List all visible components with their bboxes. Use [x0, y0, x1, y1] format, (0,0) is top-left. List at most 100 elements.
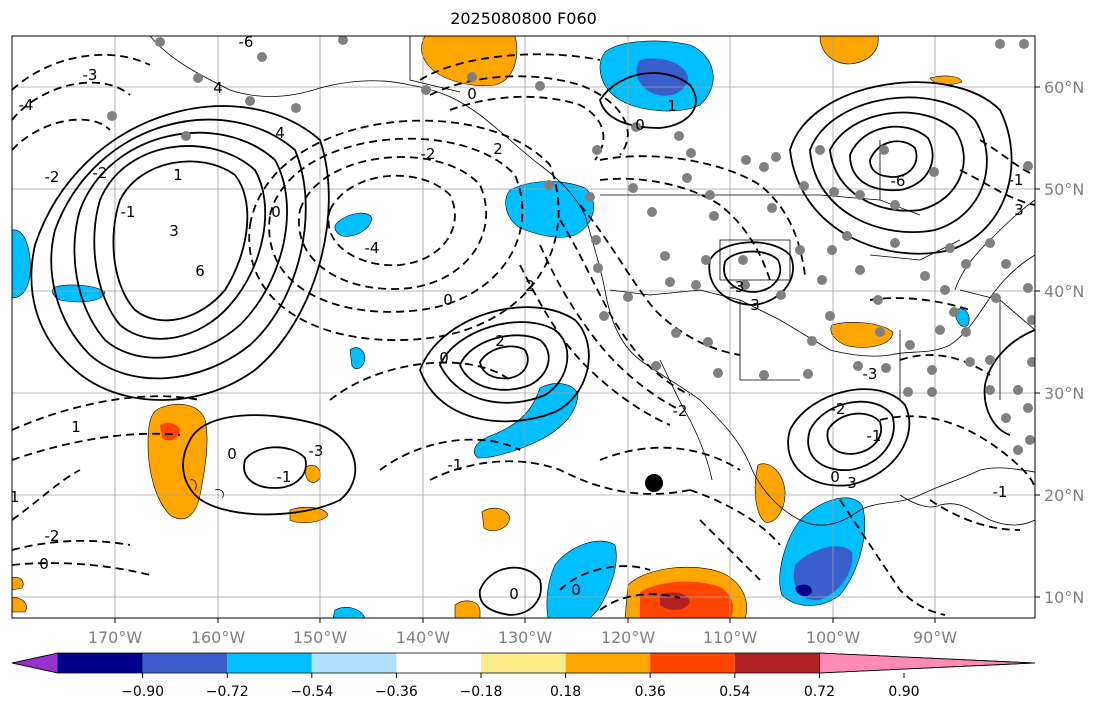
shade-navy-region	[795, 584, 812, 597]
contour-label: 1	[71, 418, 81, 436]
lon-label: 110°W	[703, 628, 758, 647]
contour-label: -3	[863, 365, 878, 383]
shade-blue-region	[334, 212, 373, 237]
lon-label: 160°W	[191, 628, 246, 647]
colorbar-extend-low	[11, 652, 59, 674]
graticule	[12, 36, 1035, 618]
colorbar-segment	[396, 653, 481, 673]
colorbar-frame	[11, 652, 1036, 674]
contour-label: 4	[275, 124, 285, 142]
shade-blue-region	[349, 347, 366, 370]
lat-label: 50°N	[1044, 180, 1084, 199]
contour-label: -1	[448, 456, 463, 474]
contour-label: 0	[467, 85, 477, 103]
lon-label: 130°W	[498, 628, 553, 647]
colorbar-tick-label: 0.54	[719, 684, 750, 700]
colorbar	[11, 652, 1036, 678]
colorbar-tick-label: −0.90	[121, 684, 164, 700]
colorbar-segment	[565, 653, 651, 673]
axis-ticks	[114, 86, 1040, 623]
contour-label: 0	[439, 349, 449, 367]
shade-blue-region	[474, 383, 579, 459]
contour-label: -1	[5, 488, 20, 506]
shade-orange-region	[454, 600, 481, 618]
colorbar-tick-label: 0.36	[635, 684, 666, 700]
contour-label: 3	[847, 474, 857, 492]
contour-label: 0	[830, 468, 840, 486]
chart-title: 2025080800 F060	[450, 9, 597, 28]
lat-label: 60°N	[1044, 78, 1084, 97]
lat-label: 30°N	[1044, 384, 1084, 403]
contour-label: -6	[891, 172, 906, 190]
contour-label: 0	[443, 291, 453, 309]
shade-orange-region	[819, 36, 879, 65]
contour-label: 0	[39, 555, 49, 573]
contour-label: 3	[1014, 201, 1024, 219]
colorbar-segment	[734, 653, 820, 673]
contour-label: -2	[673, 402, 688, 420]
lon-label: 140°W	[396, 628, 451, 647]
colorbar-tick-label: −0.36	[375, 684, 418, 700]
contour-label: 3	[169, 222, 179, 240]
contour-lines-dashed	[12, 53, 1035, 616]
contour-label: -1	[277, 468, 292, 486]
contour-label: -2	[45, 168, 60, 186]
contour-label: -3	[83, 66, 98, 84]
lon-label: 120°W	[601, 628, 656, 647]
contour-label: 0	[227, 445, 237, 463]
shade-blue-region	[12, 229, 31, 299]
colorbar-extend-high	[819, 652, 1036, 674]
contour-label: -2	[421, 145, 436, 163]
contour-label: 0	[271, 203, 281, 221]
contour-label: -3	[309, 442, 324, 460]
contour-label: 2	[493, 140, 503, 158]
lat-label: 10°N	[1044, 588, 1084, 607]
contour-label: 1	[173, 166, 183, 184]
contour-label: -4	[365, 239, 380, 257]
lat-label: 40°N	[1044, 282, 1084, 301]
contour-label: -2	[45, 527, 60, 545]
contour-label: -2	[93, 164, 108, 182]
lon-label: 100°W	[806, 628, 861, 647]
contour-label: 0	[571, 581, 581, 599]
shade-blue-region	[505, 181, 594, 238]
contour-label: -2	[831, 400, 846, 418]
lon-label: 150°W	[293, 628, 348, 647]
shade-red-region	[160, 422, 180, 441]
contour-label: 0	[635, 116, 645, 134]
colorbar-segment	[142, 653, 228, 673]
colorbar-segment	[650, 653, 735, 673]
colorbar-tick-label: 0.90	[888, 684, 919, 700]
colorbar-tick-label: −0.54	[290, 684, 333, 700]
contour-label: 2	[525, 277, 535, 295]
shade-darkblue-region	[636, 58, 688, 96]
colorbar-segment	[311, 653, 397, 673]
contour-label: 0	[509, 585, 519, 603]
contour-labels: -6 -4 4 -3 -2 -2 -1 1 3 6 4 0 -4 -2 0 2 2 0 -1 -2 -1 -2 0 1 2 1 0 -…	[5, 33, 1024, 603]
contour-label: -1	[121, 203, 136, 221]
shade-orange-region	[754, 463, 786, 523]
contour-label: 4	[213, 79, 223, 97]
colorbar-tick-label: −0.72	[206, 684, 249, 700]
colorbar-segment	[58, 653, 143, 673]
contour-label: -6	[239, 33, 254, 51]
map-frame	[11, 35, 1036, 619]
colorbar-tick-label: 0.18	[550, 684, 581, 700]
contour-label: -4	[19, 96, 34, 114]
station-markers	[107, 36, 1035, 455]
colorbar-tick-label: −0.18	[460, 684, 503, 700]
longitude-labels: 170°W 160°W 150°W 140°W 130°W 120°W 110°…	[88, 628, 957, 647]
contour-label: -1	[1009, 171, 1024, 189]
contour-label: -3	[730, 278, 745, 296]
shade-orange-region	[12, 577, 24, 591]
colorbar-segment	[227, 653, 312, 673]
contour-label: -1	[867, 427, 882, 445]
shade-orange-region	[481, 507, 511, 531]
lon-label: 90°W	[913, 628, 957, 647]
shade-orange-region	[12, 597, 27, 613]
contour-label: -1	[993, 483, 1008, 501]
latitude-labels: 60°N 50°N 40°N 30°N 20°N 10°N	[1044, 78, 1084, 607]
lon-label: 170°W	[88, 628, 143, 647]
contour-label: 1	[667, 97, 677, 115]
